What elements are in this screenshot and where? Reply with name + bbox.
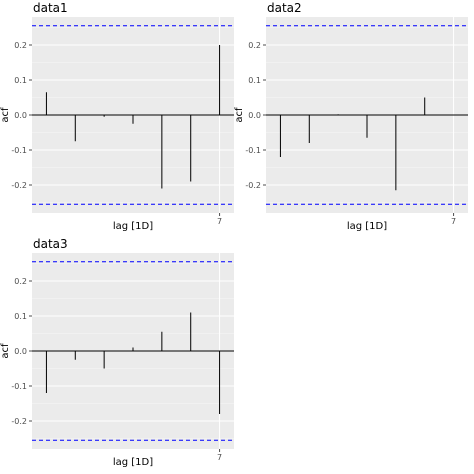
y-axis-label: acf — [0, 107, 11, 123]
y-tick-label: -0.1 — [245, 146, 261, 155]
y-axis-label: acf — [0, 343, 11, 359]
chart-title: data2 — [267, 1, 302, 15]
chart-title: data1 — [33, 1, 68, 15]
y-tick-label: 0.1 — [14, 312, 27, 321]
y-tick-label: -0.2 — [11, 181, 27, 190]
x-axis-label: lag [1D] — [113, 221, 153, 232]
y-axis-label: acf — [234, 107, 245, 123]
chart-panel-data2: 0.2 0.1 0.0 -0.1 -0.2 7 data2 lag [1D] acf — [234, 1, 468, 232]
chart-panel-data1: 0.2 0.1 0.0 -0.1 -0.2 7 data1 lag [1D] acf — [0, 1, 234, 232]
y-tick-label: 0.2 — [14, 41, 27, 50]
x-tick-label: 7 — [217, 453, 222, 462]
y-tick-label: 0.1 — [248, 76, 261, 85]
y-tick-label: -0.2 — [11, 417, 27, 426]
y-tick-label: 0.2 — [248, 41, 261, 50]
y-tick-label: 0.0 — [14, 111, 27, 120]
x-axis-label: lag [1D] — [113, 457, 153, 468]
y-tick-label: 0.1 — [14, 76, 27, 85]
x-tick-label: 7 — [217, 217, 222, 226]
chart-panel-data3: 0.2 0.1 0.0 -0.1 -0.2 7 data3 lag [1D] acf — [0, 237, 234, 468]
y-tick-label: 0.2 — [14, 277, 27, 286]
y-tick-label: -0.1 — [11, 146, 27, 155]
y-tick-label: -0.2 — [245, 181, 261, 190]
y-tick-label: -0.1 — [11, 382, 27, 391]
y-tick-label: 0.0 — [14, 347, 27, 356]
x-axis-label: lag [1D] — [347, 221, 387, 232]
y-tick-label: 0.0 — [248, 111, 261, 120]
x-tick-label: 7 — [451, 217, 456, 226]
chart-title: data3 — [33, 237, 68, 251]
